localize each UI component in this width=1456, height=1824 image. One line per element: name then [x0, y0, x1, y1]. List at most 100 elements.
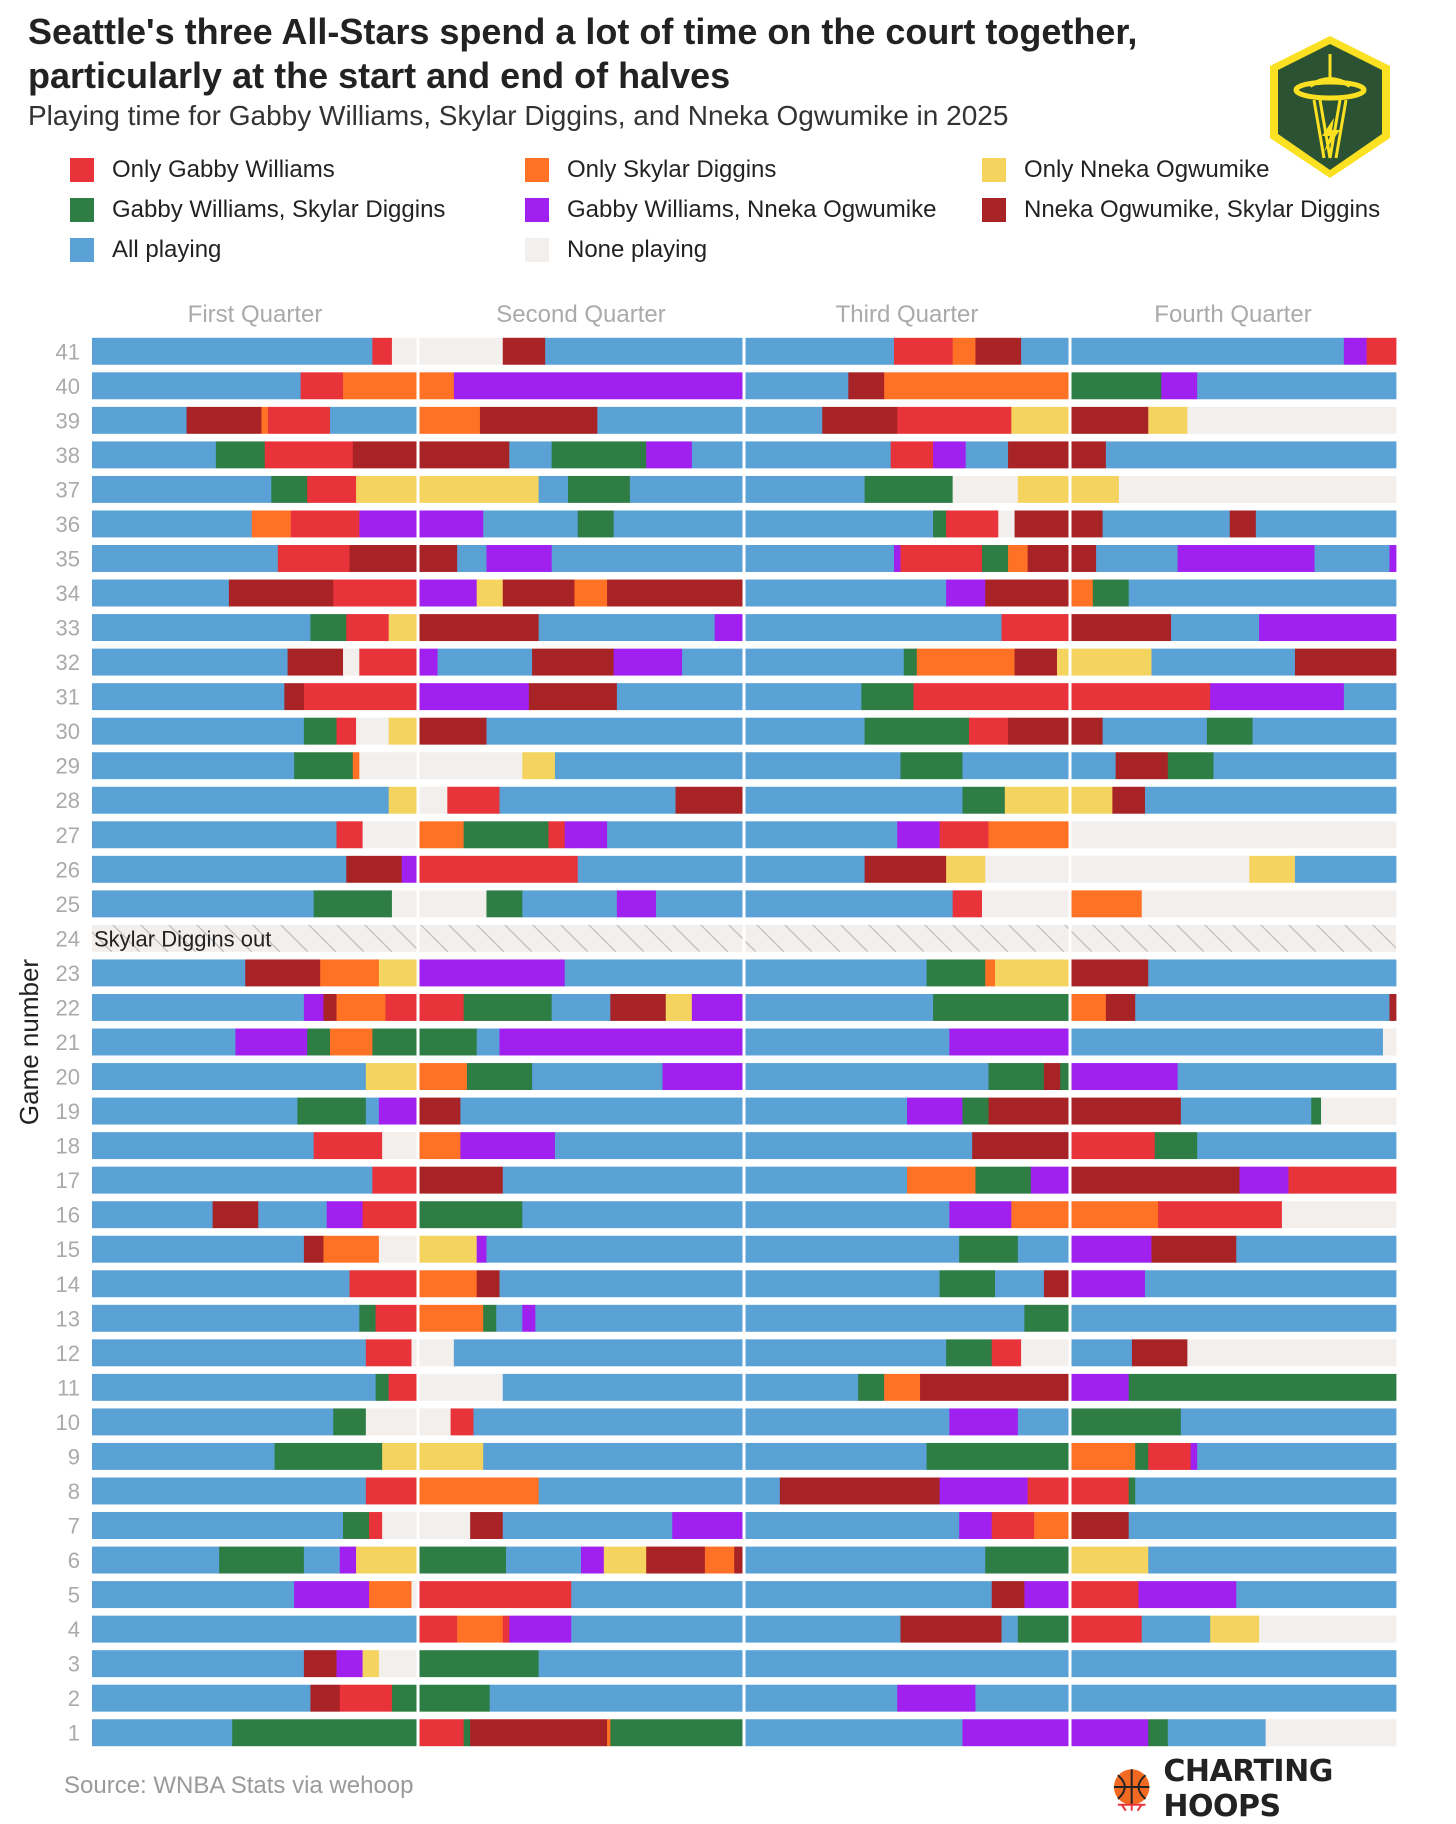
legend-label: Only Gabby Williams — [112, 156, 335, 183]
segment-no — [995, 959, 1071, 987]
segment-all — [532, 1063, 663, 1091]
segment-gwsd — [1024, 1304, 1071, 1332]
segment-gwno — [897, 1684, 976, 1712]
segment-gw — [968, 717, 1009, 745]
segment-gwno — [672, 1512, 745, 1539]
segment-gwno — [1161, 372, 1198, 400]
segment-all — [691, 441, 745, 469]
segment-all — [502, 1166, 745, 1194]
segment-gwsd — [985, 1546, 1071, 1574]
segment-no — [356, 1546, 419, 1574]
segment-gwsd — [463, 1719, 471, 1747]
segment-all — [1314, 545, 1390, 572]
segment-gwsd — [1092, 579, 1130, 607]
segment-gwno — [662, 1063, 745, 1091]
segment-all — [476, 1028, 500, 1056]
segment-all — [92, 890, 315, 918]
chart-title: Seattle's three All-Stars spend a lot of… — [28, 10, 1248, 98]
segment-all — [365, 1097, 380, 1125]
legend-swatch — [982, 158, 1006, 182]
logo-bolt — [1322, 118, 1340, 152]
segment-gwno — [326, 1201, 363, 1229]
segment-all — [486, 1235, 745, 1263]
segment-all — [1021, 337, 1071, 365]
segment-sd — [985, 959, 996, 987]
segment-nosd — [479, 406, 598, 434]
legend-item: Gabby Williams, Nneka Ogwumike — [525, 196, 936, 224]
segment-all — [744, 1373, 859, 1401]
segment-nosd — [675, 786, 745, 814]
segment-none — [411, 1581, 419, 1609]
segment-all — [744, 959, 927, 987]
segment-all — [744, 475, 866, 503]
segment-nosd — [1112, 786, 1146, 814]
game-tick-label: 6 — [68, 1548, 80, 1573]
segment-gwsd — [959, 1235, 1019, 1263]
segment-all — [616, 683, 745, 711]
segment-all — [92, 406, 187, 434]
segment-all — [92, 993, 305, 1021]
segment-gwsd — [946, 1339, 993, 1367]
segment-gwsd — [1017, 1615, 1071, 1643]
segment-sd — [369, 1581, 412, 1609]
segment-gw — [418, 1615, 458, 1643]
segment-all — [744, 441, 892, 469]
segment-gw — [548, 821, 566, 849]
segment-no — [1148, 406, 1188, 434]
segment-gw — [369, 1512, 383, 1539]
segment-gw — [303, 683, 419, 711]
game-tick-label: 38 — [56, 443, 80, 468]
title-line-2: particularly at the start and end of hal… — [28, 55, 731, 96]
segment-gwsd — [962, 1097, 989, 1125]
segment-all — [744, 1339, 947, 1367]
segment-gwno — [893, 545, 901, 572]
segment-nosd — [1008, 441, 1071, 469]
segment-gwsd — [577, 510, 614, 538]
segment-all — [744, 1201, 950, 1229]
segment-none — [418, 1373, 504, 1401]
game-tick-label: 35 — [56, 546, 80, 571]
segment-all — [655, 890, 745, 918]
legend-swatch — [70, 158, 94, 182]
segment-gwsd — [1070, 372, 1162, 400]
segment-all — [499, 786, 676, 814]
segment-gwno — [616, 890, 657, 918]
segment-gwno — [1389, 545, 1397, 572]
segment-nosd — [476, 1270, 500, 1298]
segment-nosd — [303, 1650, 337, 1678]
segment-gw — [313, 1132, 383, 1160]
legend-swatch — [525, 198, 549, 222]
game-out-annotation: Skylar Diggins out — [94, 926, 271, 951]
segment-nosd — [779, 1477, 940, 1505]
segment-gw — [1070, 1581, 1139, 1609]
segment-none — [418, 1339, 455, 1367]
legend-label: Nneka Ogwumike, Skylar Diggins — [1024, 196, 1381, 223]
segment-all — [1197, 372, 1397, 400]
segment-all — [486, 717, 745, 745]
segment-all — [1180, 1097, 1312, 1125]
segment-gwno — [418, 579, 478, 607]
timeline-chart: First Quarter Second Quarter Third Quarter… — [14, 301, 1397, 1747]
segment-gwsd — [391, 1684, 419, 1712]
segment-gwno — [1070, 1063, 1178, 1091]
segment-gwno — [303, 993, 324, 1021]
segment-gw — [991, 1339, 1022, 1367]
segment-sd — [1070, 1442, 1136, 1470]
segment-gwno — [339, 1546, 357, 1574]
segment-gwsd — [933, 510, 947, 538]
segment-none — [998, 510, 1015, 538]
game-tick-label: 16 — [56, 1203, 80, 1228]
segment-all — [744, 855, 866, 883]
segment-gwsd — [418, 1201, 523, 1229]
segment-gw — [1027, 1477, 1071, 1505]
segment-sd — [1070, 579, 1094, 607]
segment-all — [744, 1270, 940, 1298]
segment-no — [418, 1442, 484, 1470]
segment-no — [946, 855, 986, 883]
game-tick-label: 34 — [56, 581, 80, 606]
segment-gw — [991, 1512, 1035, 1539]
segment-sd — [1034, 1512, 1071, 1539]
game-tick-label: 31 — [56, 685, 80, 710]
segment-no — [1011, 406, 1071, 434]
segment-all — [92, 821, 337, 849]
